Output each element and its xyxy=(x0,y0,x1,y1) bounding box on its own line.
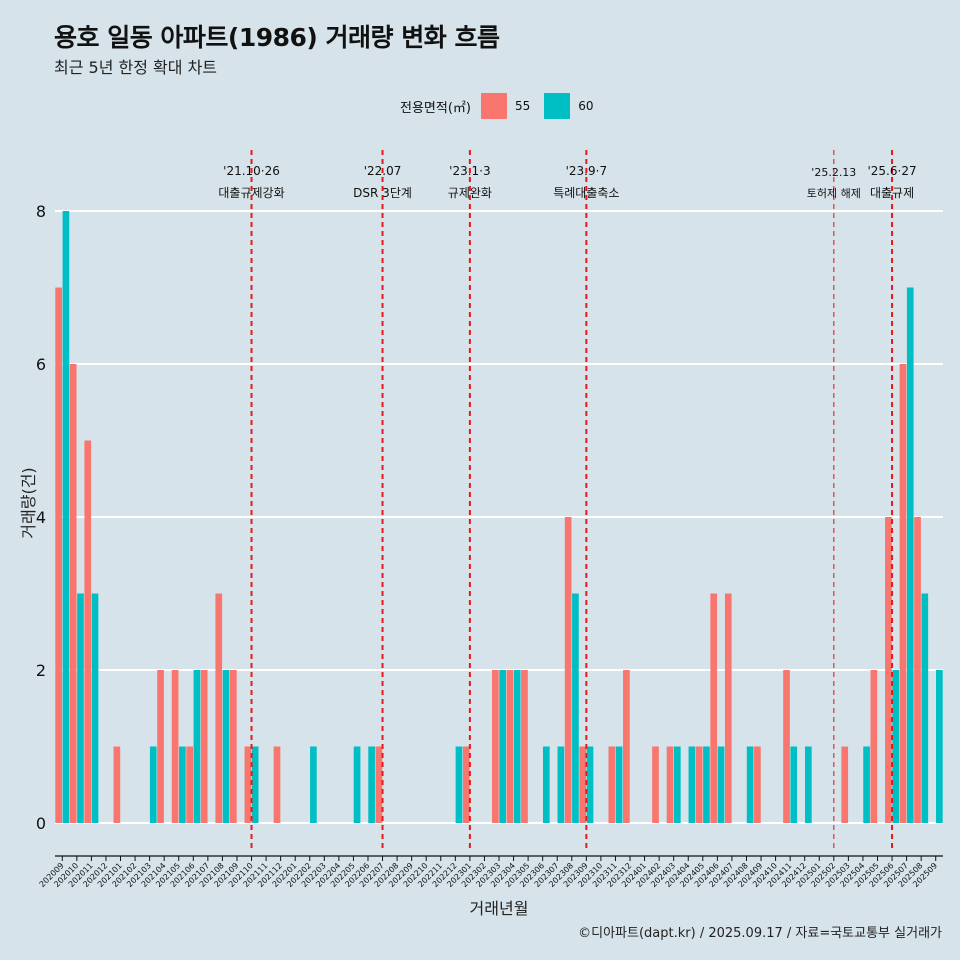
bar-60-202508 xyxy=(921,593,929,823)
annotation-label-202207: DSR 3단계 xyxy=(353,186,412,200)
annotation-label-202502: 토허제 해제 xyxy=(807,186,861,200)
bar-55-202305 xyxy=(521,670,528,823)
source-caption: ©디아파트(dapt.kr) / 2025.09.17 / 자료=국토교통부 실… xyxy=(578,926,942,941)
bar-60-202212 xyxy=(455,746,463,823)
bar-55-202411 xyxy=(783,670,790,823)
bar-55-202109 xyxy=(229,670,237,823)
bar-55-202406 xyxy=(710,593,718,823)
bar-55-202312 xyxy=(623,670,630,823)
bar-60-202106 xyxy=(193,670,201,823)
annotation-date-202506: '25.6·27 xyxy=(867,164,916,178)
bar-55-202308 xyxy=(564,517,572,823)
y-tick-label: 2 xyxy=(36,661,46,680)
legend-swatch-55 xyxy=(480,93,507,119)
bar-55-202311 xyxy=(608,746,616,823)
bar-55-202405 xyxy=(695,746,703,823)
bar-60-202406 xyxy=(717,746,725,823)
bar-60-202307 xyxy=(557,746,565,823)
annotation-label-202110: 대출규제강화 xyxy=(218,186,284,200)
bar-55-202107 xyxy=(200,670,208,823)
bar-55-202508 xyxy=(914,517,921,823)
legend-title: 전용면적(㎡) xyxy=(400,100,471,116)
bar-60-202110 xyxy=(251,746,259,823)
annotation-label-202309: 특례대출축소 xyxy=(553,186,619,200)
bar-60-202306 xyxy=(542,746,550,823)
bar-55-202403 xyxy=(666,746,674,823)
annotation-date-202301: '23.1·3 xyxy=(449,164,490,178)
bar-60-202309 xyxy=(586,746,594,823)
bar-55-202505 xyxy=(870,670,878,823)
bar-60-202504 xyxy=(863,746,870,823)
bar-55-202301 xyxy=(462,746,470,823)
y-tick-label: 0 xyxy=(36,814,46,833)
annotation-date-202502: '25.2.13 xyxy=(811,166,856,179)
y-tick-label: 6 xyxy=(36,355,46,374)
bar-60-202205 xyxy=(353,746,361,823)
bar-55-202503 xyxy=(841,746,849,823)
bar-60-202411 xyxy=(790,746,798,823)
legend: 전용면적(㎡) 55 60 xyxy=(400,93,608,119)
bar-55-202304 xyxy=(506,670,514,823)
bar-55-202010 xyxy=(69,364,77,823)
bar-55-202303 xyxy=(492,670,499,823)
bar-55-202106 xyxy=(186,746,193,823)
annotation-date-202309: '23.9·7 xyxy=(566,164,607,178)
annotation-label-202506: 대출규제 xyxy=(870,186,914,200)
bar-60-202206 xyxy=(368,746,375,823)
chart-subtitle: 최근 5년 한정 확대 차트 xyxy=(54,58,218,77)
annotation-label-202301: 규제완화 xyxy=(448,186,492,200)
bar-60-202408 xyxy=(746,746,754,823)
bar-55-202105 xyxy=(171,670,179,823)
bar-55-202407 xyxy=(724,593,732,823)
bar-60-202405 xyxy=(703,746,710,823)
bar-60-202010 xyxy=(77,593,84,823)
bar-55-202409 xyxy=(754,746,761,823)
bar-55-202507 xyxy=(899,364,907,823)
bar-55-202101 xyxy=(113,746,121,823)
legend-label-60: 60 xyxy=(578,99,594,113)
bar-60-202304 xyxy=(513,670,521,823)
bar-55-202207 xyxy=(375,746,383,823)
bar-55-202104 xyxy=(157,670,164,823)
bar-60-202311 xyxy=(615,746,623,823)
bar-55-202108 xyxy=(215,593,223,823)
bar-60-202506 xyxy=(892,670,900,823)
legend-label-55: 55 xyxy=(514,99,531,113)
bar-60-202308 xyxy=(572,593,579,823)
bar-60-202412 xyxy=(805,746,812,823)
annotation-date-202110: '21.10·26 xyxy=(223,164,280,178)
bar-60-202105 xyxy=(179,746,186,823)
bar-60-202303 xyxy=(499,670,506,823)
bar-55-202506 xyxy=(885,517,892,823)
bar-60-202507 xyxy=(906,287,914,823)
bar-55-202011 xyxy=(84,440,92,823)
bar-55-202309 xyxy=(579,746,587,823)
bar-60-202403 xyxy=(673,746,681,823)
bar-60-202009 xyxy=(62,211,70,823)
legend-swatch-60 xyxy=(544,93,571,119)
y-tick-label: 4 xyxy=(36,508,46,527)
bar-55-202110 xyxy=(244,746,252,823)
bar-60-202509 xyxy=(936,670,943,823)
y-axis-title: 거래량(건) xyxy=(19,467,38,538)
annotation-date-202207: '22.07 xyxy=(364,164,402,178)
bar-60-202103 xyxy=(149,746,157,823)
bar-60-202202 xyxy=(310,746,317,823)
bar-60-202404 xyxy=(688,746,696,823)
chart-title: 용호 일동 아파트(1986) 거래량 변화 흐름 xyxy=(54,23,500,52)
y-tick-label: 8 xyxy=(36,202,46,221)
bar-55-202112 xyxy=(273,746,281,823)
bar-60-202011 xyxy=(91,593,99,823)
bar-55-202009 xyxy=(55,287,62,823)
x-axis-title: 거래년월 xyxy=(470,899,529,918)
bar-60-202108 xyxy=(222,670,230,823)
bar-55-202402 xyxy=(652,746,659,823)
